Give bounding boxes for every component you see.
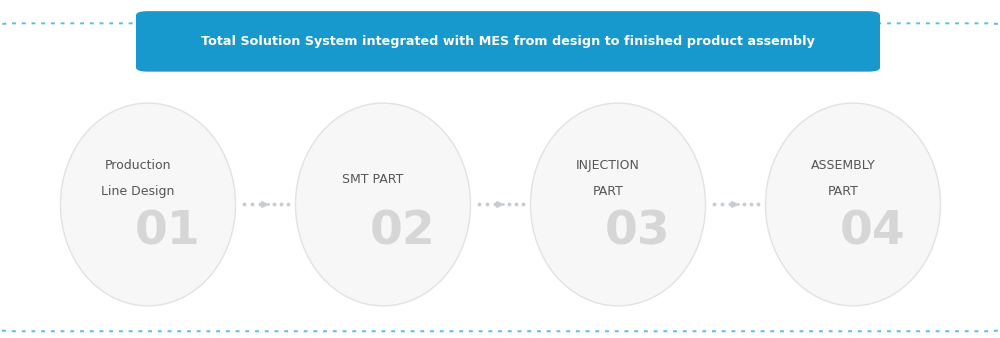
- Text: 03: 03: [605, 209, 671, 254]
- Text: 01: 01: [135, 209, 201, 254]
- Text: Production: Production: [105, 159, 171, 172]
- FancyBboxPatch shape: [136, 11, 880, 72]
- Ellipse shape: [766, 103, 940, 306]
- Text: 02: 02: [370, 209, 436, 254]
- Text: 04: 04: [840, 209, 906, 254]
- Text: INJECTION: INJECTION: [576, 159, 640, 172]
- Text: ASSEMBLY: ASSEMBLY: [811, 159, 875, 172]
- Ellipse shape: [60, 103, 236, 306]
- Ellipse shape: [530, 103, 706, 306]
- Ellipse shape: [296, 103, 471, 306]
- Text: SMT PART: SMT PART: [342, 173, 404, 186]
- Text: Line Design: Line Design: [101, 185, 175, 198]
- Text: PART: PART: [828, 185, 858, 198]
- Text: Total Solution System integrated with MES from design to finished product assemb: Total Solution System integrated with ME…: [201, 35, 815, 48]
- FancyBboxPatch shape: [0, 23, 1000, 331]
- Text: PART: PART: [593, 185, 623, 198]
